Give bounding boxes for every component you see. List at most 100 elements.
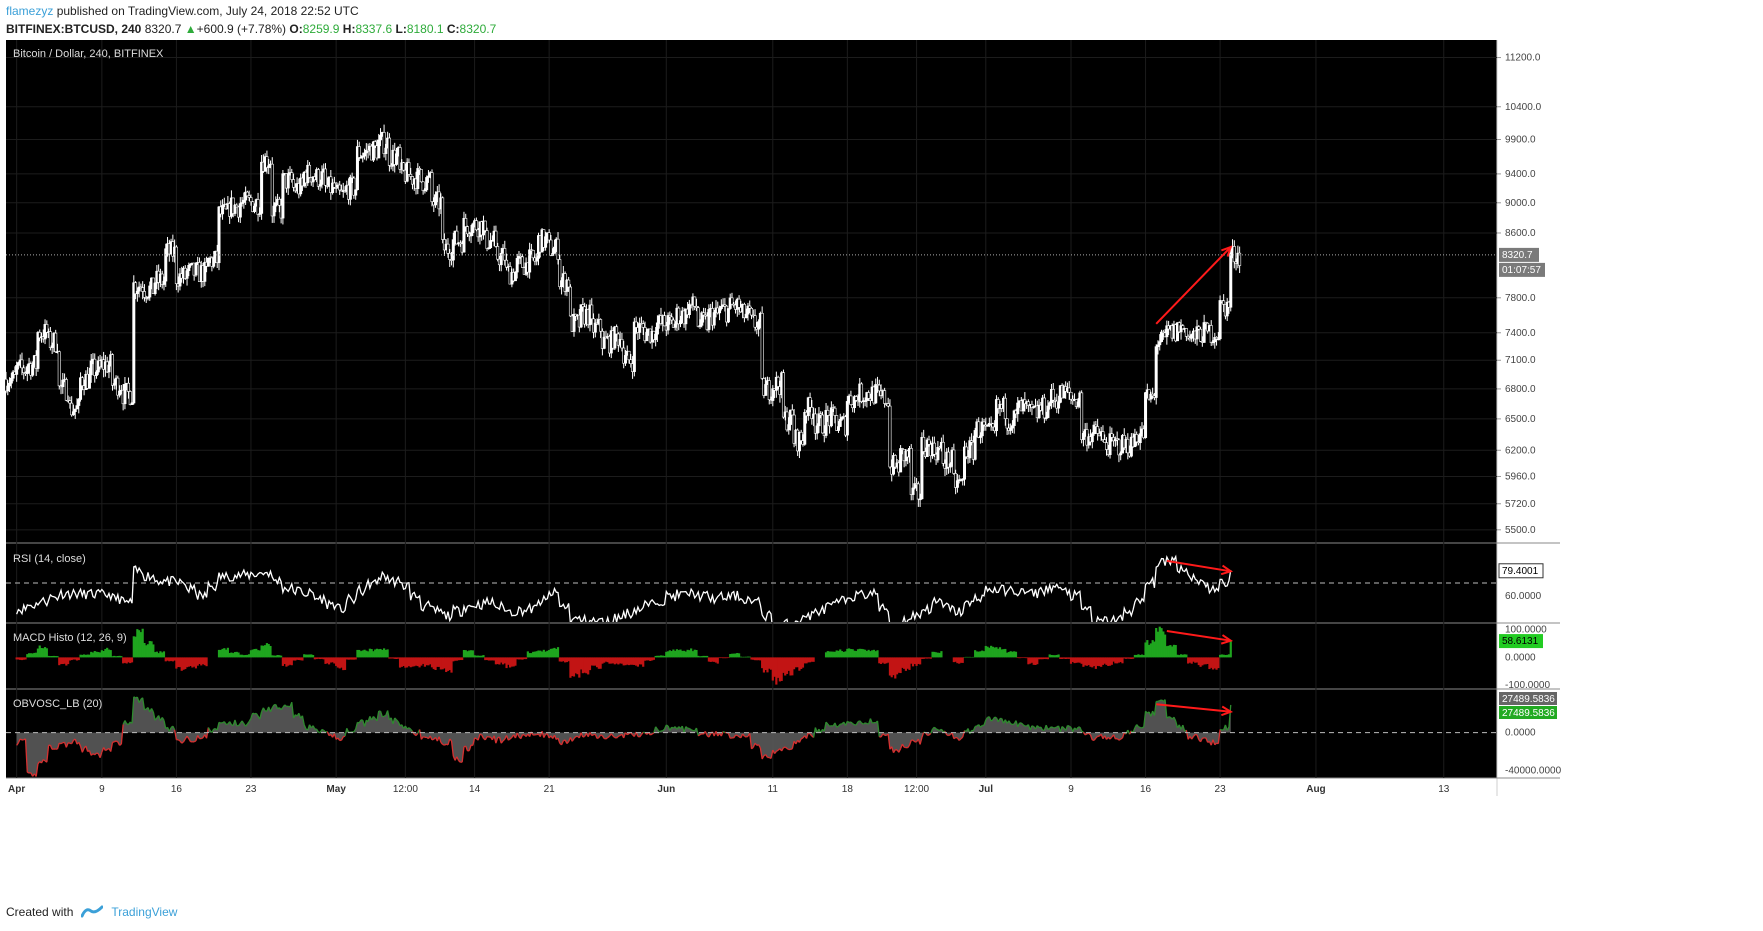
obv-segment (152, 711, 156, 721)
obv-segment (761, 755, 765, 760)
candle-body (206, 257, 210, 267)
candle-body (485, 230, 489, 249)
candle-body (1021, 399, 1025, 412)
candle-body (249, 197, 253, 203)
candle-body (916, 483, 920, 500)
candle-body (581, 304, 585, 308)
candle-body (663, 315, 667, 327)
obv-segment (19, 738, 23, 741)
x-tick-label: 9 (1068, 784, 1074, 795)
obv-segment (745, 735, 749, 738)
author-link[interactable]: flamezyz (6, 4, 54, 18)
obv-segment (328, 733, 332, 737)
obv-segment (477, 733, 481, 741)
obv-segment (1088, 732, 1091, 736)
obv-segment (974, 725, 978, 728)
obv-segment (88, 750, 92, 756)
obv-segment (800, 737, 804, 740)
candle-body (677, 307, 681, 325)
obv-y-tick-label: -40000.0000 (1505, 765, 1562, 776)
candle-body (465, 226, 469, 235)
obv-segment (316, 728, 319, 733)
obv-segment (733, 734, 737, 739)
obv-segment (254, 712, 257, 715)
obv-segment (786, 747, 790, 751)
candle-body (757, 321, 761, 330)
candle-body (771, 388, 775, 401)
obv-segment (852, 723, 855, 726)
candle-body (568, 286, 572, 317)
candle-body (1144, 392, 1148, 438)
obv-segment (872, 721, 875, 724)
candle-body (1211, 341, 1215, 344)
obv-segment (1036, 725, 1040, 728)
candle-body (918, 498, 922, 501)
candle-body (1202, 322, 1206, 343)
obv-segment (431, 738, 435, 741)
candle-body (645, 331, 649, 342)
candle-body (1229, 252, 1233, 308)
candle-body (964, 446, 968, 458)
candle-body (112, 383, 116, 386)
candle-body (952, 449, 956, 474)
candle-body (187, 265, 191, 271)
macd-trend-arrow (1166, 629, 1231, 642)
obv-segment (394, 717, 397, 721)
obv-segment (507, 738, 511, 741)
candle-body (128, 391, 132, 405)
obv-segment (736, 734, 740, 738)
obv-segment (651, 732, 655, 735)
countdown-label: 01:07:57 (1502, 265, 1541, 276)
candle-body (1057, 402, 1061, 409)
obv-segment (516, 732, 520, 737)
candle-body (977, 421, 981, 438)
candle-body (1135, 434, 1139, 443)
candle-body (567, 279, 571, 288)
candle-body (560, 280, 564, 288)
obv-segment (343, 735, 346, 738)
obv-segment (502, 738, 506, 742)
obv-segment (823, 721, 827, 732)
obv-segment (953, 736, 957, 740)
obv-segment (1118, 738, 1122, 741)
candle-body (174, 246, 178, 284)
candle-body (1048, 402, 1052, 407)
obv-segment (144, 708, 147, 711)
candle-body (955, 480, 959, 488)
obv-segment (195, 735, 199, 742)
obv-segment (479, 733, 482, 736)
obv-segment (301, 715, 305, 725)
candle-body (620, 339, 624, 349)
candle-body (130, 402, 134, 405)
x-tick-label: 9 (99, 784, 105, 795)
obv-segment (442, 743, 445, 746)
obv-segment (658, 730, 662, 733)
obv-segment (1049, 726, 1052, 729)
obv-arrow-head-icon (1221, 705, 1234, 717)
candle-body (15, 365, 19, 375)
candle-body (813, 413, 817, 434)
obv-segment (695, 727, 699, 736)
candle-body (281, 173, 285, 219)
candle-body (835, 415, 839, 431)
candle-body (781, 372, 785, 418)
obv-segment (1153, 701, 1157, 716)
obv-segment (1093, 737, 1097, 741)
obv-segment (697, 734, 701, 737)
obv-segment (96, 752, 99, 755)
candle-body (54, 332, 58, 352)
candle-body (968, 440, 972, 459)
candle-body (93, 358, 97, 376)
candle-body (845, 401, 849, 436)
candle-body (615, 326, 619, 335)
obv-segment (790, 748, 793, 751)
candle-body (483, 220, 487, 231)
candle-body (352, 177, 356, 196)
candle-body (1238, 252, 1242, 266)
candle-body (893, 455, 897, 468)
tradingview-link[interactable]: TradingView (111, 905, 178, 919)
candle-body (815, 425, 819, 434)
obv-segment (71, 740, 75, 745)
